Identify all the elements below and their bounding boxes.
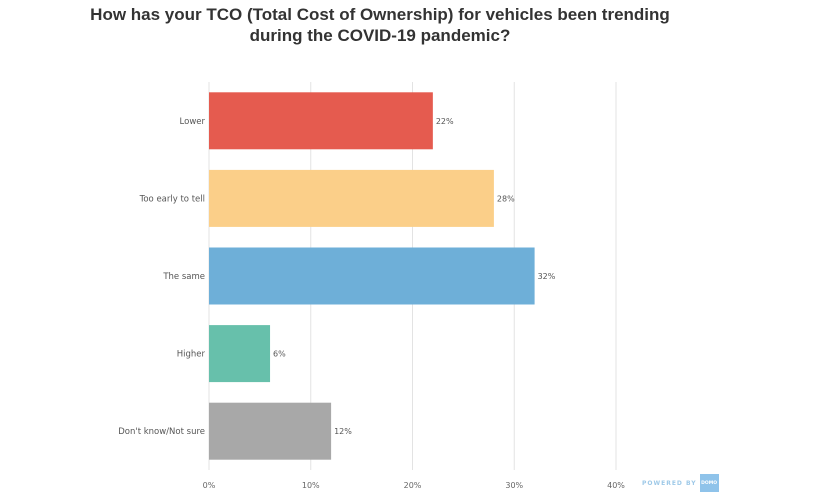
category-label: The same [162, 272, 205, 282]
chart-title-line-2: during the COVID-19 pandemic? [249, 26, 511, 45]
powered-by-text: POWERED BY [642, 479, 697, 487]
value-label: 6% [273, 350, 286, 359]
value-label: 28% [497, 194, 515, 203]
category-label: Lower [180, 117, 206, 127]
value-label: 12% [334, 427, 352, 436]
chart-title-line-1: How has your TCO (Total Cost of Ownershi… [90, 5, 670, 24]
bar [209, 402, 332, 460]
x-tick-label: 10% [302, 481, 320, 490]
x-tick-label: 0% [203, 481, 216, 490]
x-tick-label: 20% [404, 481, 422, 490]
x-tick-label: 40% [607, 481, 625, 490]
value-label: 22% [436, 117, 454, 126]
category-label: Too early to tell [139, 194, 205, 204]
value-label: 32% [538, 272, 556, 281]
x-tick-label: 30% [505, 481, 523, 490]
bar [209, 325, 271, 383]
domo-logo-icon: DOMO [699, 474, 719, 492]
powered-by-badge[interactable]: POWERED BY DOMO [642, 474, 719, 492]
bar [209, 92, 433, 150]
category-label: Don't know/Not sure [118, 427, 205, 437]
chart-title: How has your TCO (Total Cost of Ownershi… [0, 4, 760, 46]
bar [209, 169, 494, 227]
bar [209, 247, 535, 305]
category-label: Higher [177, 350, 206, 360]
